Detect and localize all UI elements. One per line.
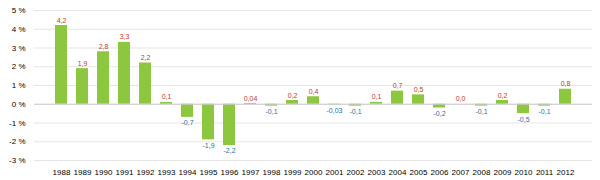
svg-text:0,1: 0,1 <box>372 93 382 100</box>
svg-text:2010: 2010 <box>515 168 533 177</box>
svg-text:-0,1: -0,1 <box>265 108 277 115</box>
svg-text:4 %: 4 % <box>12 25 26 34</box>
svg-text:2003: 2003 <box>368 168 386 177</box>
svg-text:-3 %: -3 % <box>9 156 25 165</box>
svg-text:0,7: 0,7 <box>393 82 403 89</box>
svg-text:2,8: 2,8 <box>99 43 109 50</box>
svg-text:1998: 1998 <box>263 168 281 177</box>
svg-text:2005: 2005 <box>410 168 428 177</box>
svg-text:1993: 1993 <box>158 168 176 177</box>
svg-text:-0,2: -0,2 <box>433 110 445 117</box>
svg-text:2004: 2004 <box>389 168 407 177</box>
svg-text:1992: 1992 <box>137 168 155 177</box>
svg-text:-0,1: -0,1 <box>349 108 361 115</box>
svg-text:1990: 1990 <box>95 168 113 177</box>
svg-text:0,0: 0,0 <box>456 95 466 102</box>
svg-text:3 %: 3 % <box>12 44 26 53</box>
svg-text:1991: 1991 <box>116 168 134 177</box>
svg-text:1995: 1995 <box>200 168 218 177</box>
svg-text:1989: 1989 <box>74 168 92 177</box>
svg-text:2 %: 2 % <box>12 62 26 71</box>
svg-text:-0,7: -0,7 <box>181 119 193 126</box>
svg-text:0,4: 0,4 <box>309 88 319 95</box>
svg-text:2002: 2002 <box>347 168 365 177</box>
svg-text:-1,9: -1,9 <box>202 142 214 149</box>
svg-text:1988: 1988 <box>53 168 71 177</box>
svg-text:0,8: 0,8 <box>561 80 571 87</box>
svg-text:4,2: 4,2 <box>57 17 67 24</box>
svg-text:1994: 1994 <box>179 168 197 177</box>
svg-text:2012: 2012 <box>557 168 575 177</box>
svg-text:2000: 2000 <box>305 168 323 177</box>
svg-text:-0,1: -0,1 <box>475 108 487 115</box>
svg-text:1999: 1999 <box>284 168 302 177</box>
svg-text:0,04: 0,04 <box>244 95 258 102</box>
svg-text:1 %: 1 % <box>12 81 26 90</box>
svg-text:2006: 2006 <box>431 168 449 177</box>
svg-text:2011: 2011 <box>536 168 554 177</box>
svg-text:2008: 2008 <box>473 168 491 177</box>
svg-text:-0,03: -0,03 <box>327 107 343 114</box>
svg-text:0 %: 0 % <box>12 100 26 109</box>
svg-text:5 %: 5 % <box>12 6 26 15</box>
svg-text:-1 %: -1 % <box>9 119 25 128</box>
svg-text:2001: 2001 <box>326 168 344 177</box>
svg-text:-2,2: -2,2 <box>223 147 235 154</box>
svg-text:0,5: 0,5 <box>414 86 424 93</box>
svg-text:0,1: 0,1 <box>162 93 172 100</box>
svg-text:-2 %: -2 % <box>9 137 25 146</box>
svg-text:2,2: 2,2 <box>141 54 151 61</box>
svg-text:1997: 1997 <box>242 168 260 177</box>
svg-text:0,2: 0,2 <box>288 92 298 99</box>
svg-text:1,9: 1,9 <box>78 60 88 67</box>
svg-text:-0,1: -0,1 <box>538 108 550 115</box>
svg-text:-0,5: -0,5 <box>517 116 529 123</box>
svg-text:2009: 2009 <box>494 168 512 177</box>
svg-text:0,2: 0,2 <box>498 92 508 99</box>
svg-text:1996: 1996 <box>221 168 239 177</box>
svg-text:2007: 2007 <box>452 168 470 177</box>
svg-text:3,3: 3,3 <box>120 33 130 40</box>
